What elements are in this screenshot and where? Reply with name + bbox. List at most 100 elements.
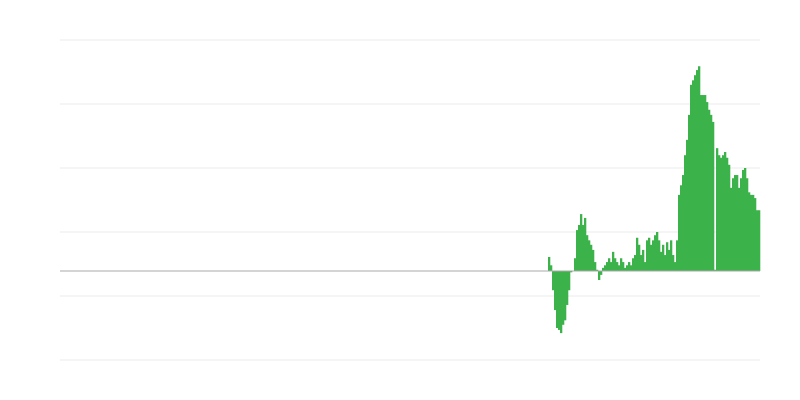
bar bbox=[690, 84, 693, 272]
bar bbox=[552, 271, 555, 291]
bar bbox=[698, 66, 701, 272]
bar bbox=[564, 271, 567, 321]
bar bbox=[608, 258, 611, 272]
bar bbox=[654, 235, 657, 272]
bar bbox=[584, 217, 587, 272]
bar bbox=[650, 244, 653, 272]
bar bbox=[620, 258, 623, 272]
bar bbox=[614, 258, 617, 272]
bar bbox=[648, 237, 651, 272]
bar bbox=[622, 262, 625, 272]
bar bbox=[758, 210, 761, 272]
bar bbox=[574, 258, 577, 272]
bar bbox=[706, 102, 709, 272]
bar bbox=[726, 157, 729, 272]
bar bbox=[686, 139, 689, 272]
bar bbox=[680, 185, 683, 272]
bar bbox=[594, 262, 597, 272]
bar bbox=[722, 155, 725, 272]
bar bbox=[662, 244, 665, 272]
bar bbox=[718, 155, 721, 272]
bar bbox=[730, 187, 733, 272]
bar bbox=[668, 249, 671, 272]
bar bbox=[628, 262, 631, 272]
bar bbox=[658, 240, 661, 272]
bar bbox=[556, 271, 559, 328]
bar bbox=[740, 178, 743, 272]
bar bbox=[756, 210, 759, 272]
bar bbox=[652, 240, 655, 272]
bar bbox=[660, 251, 663, 272]
bar bbox=[682, 175, 685, 272]
bar bbox=[696, 70, 699, 272]
bar bbox=[604, 265, 607, 272]
bar bbox=[600, 271, 603, 275]
bar bbox=[636, 237, 639, 272]
bar bbox=[550, 265, 553, 272]
bar bbox=[560, 271, 563, 334]
bar bbox=[638, 244, 641, 272]
bar bbox=[694, 75, 697, 272]
bar bbox=[702, 95, 705, 272]
bar bbox=[566, 271, 569, 305]
bar bbox=[738, 187, 741, 272]
bar bbox=[744, 168, 747, 272]
bar bbox=[562, 271, 565, 325]
bar bbox=[750, 194, 753, 272]
bar bbox=[656, 232, 659, 272]
bar bbox=[674, 262, 677, 272]
bar bbox=[598, 271, 601, 280]
bar bbox=[616, 262, 619, 272]
bar bbox=[704, 95, 707, 272]
bar bbox=[676, 240, 679, 272]
bar bbox=[554, 271, 557, 311]
bar bbox=[586, 235, 589, 272]
bar bbox=[634, 255, 637, 272]
bar bbox=[666, 242, 669, 272]
bar bbox=[570, 271, 573, 273]
bar bbox=[708, 109, 711, 272]
bar bbox=[580, 214, 583, 272]
bar bbox=[742, 169, 745, 272]
bar bbox=[720, 157, 723, 272]
bar bbox=[606, 262, 609, 272]
bar bbox=[590, 244, 593, 272]
bar bbox=[548, 256, 551, 272]
bar bbox=[678, 194, 681, 272]
bar bbox=[670, 240, 673, 272]
bar bbox=[592, 249, 595, 272]
bar bbox=[640, 255, 643, 272]
bar bbox=[746, 178, 749, 272]
bar bbox=[724, 152, 727, 272]
bar bbox=[618, 265, 621, 272]
bar bbox=[646, 240, 649, 272]
bar bbox=[558, 271, 561, 330]
bar bbox=[630, 265, 633, 272]
bar bbox=[610, 262, 613, 272]
bar bbox=[710, 114, 713, 272]
bar bbox=[732, 178, 735, 272]
bar bbox=[602, 267, 605, 272]
bar bbox=[626, 265, 629, 272]
bar bbox=[578, 224, 581, 272]
bar bbox=[736, 175, 739, 272]
bar bbox=[712, 121, 715, 272]
bar bbox=[644, 262, 647, 272]
bar bbox=[700, 95, 703, 272]
bar bbox=[588, 240, 591, 272]
bar bbox=[728, 164, 731, 272]
bar bbox=[752, 194, 755, 272]
bar bbox=[632, 258, 635, 272]
bar bbox=[684, 155, 687, 272]
bar bbox=[576, 230, 579, 272]
bar bbox=[688, 114, 691, 272]
bar bbox=[612, 251, 615, 272]
bar bbox=[568, 271, 571, 291]
bar bbox=[664, 255, 667, 272]
bar bbox=[692, 80, 695, 272]
bar bbox=[672, 255, 675, 272]
bar bbox=[734, 175, 737, 272]
bar bbox=[748, 192, 751, 272]
